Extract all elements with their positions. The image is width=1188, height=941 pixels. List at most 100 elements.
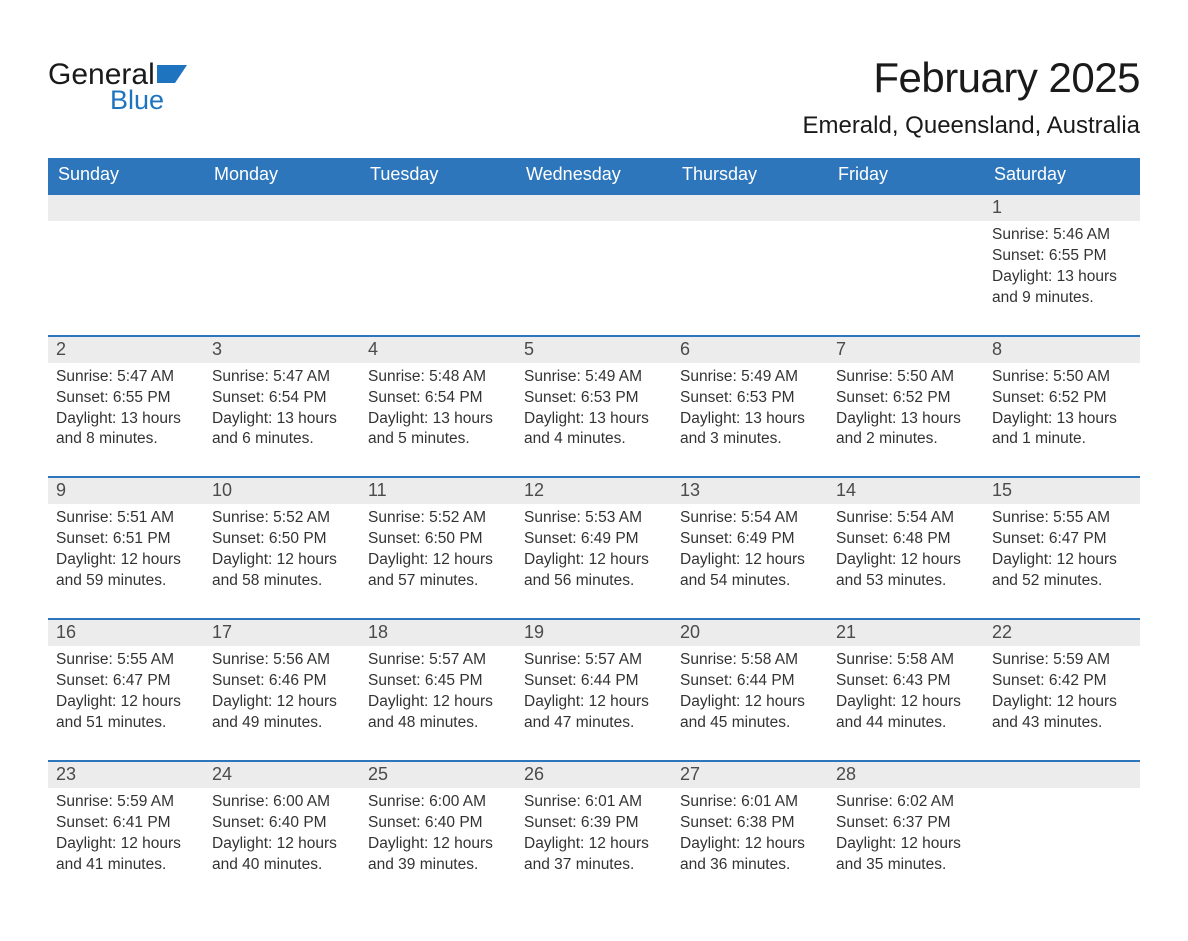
daylight-line: Daylight: 12 hours and 48 minutes. <box>368 692 508 734</box>
day-body: Sunrise: 5:57 AMSunset: 6:45 PMDaylight:… <box>360 646 516 760</box>
sunset-line: Sunset: 6:40 PM <box>212 813 352 834</box>
sunset-line: Sunset: 6:45 PM <box>368 671 508 692</box>
calendar-day-cell: 10 Sunrise: 5:52 AMSunset: 6:50 PMDayligh… <box>204 477 360 619</box>
day-number: 1 <box>984 195 1140 218</box>
sunset-line: Sunset: 6:53 PM <box>680 388 820 409</box>
day-number: 10 <box>204 478 360 501</box>
calendar-day-cell <box>204 194 360 336</box>
sunrise-line: Sunrise: 5:59 AM <box>56 792 196 813</box>
day-body: Sunrise: 5:52 AMSunset: 6:50 PMDaylight:… <box>204 504 360 618</box>
day-body: Sunrise: 5:54 AMSunset: 6:49 PMDaylight:… <box>672 504 828 618</box>
day-number-bar: 13 <box>672 478 828 504</box>
day-number-bar: 19 <box>516 620 672 646</box>
sunset-line: Sunset: 6:52 PM <box>836 388 976 409</box>
daylight-line: Daylight: 13 hours and 8 minutes. <box>56 409 196 451</box>
day-number-bar <box>204 195 360 221</box>
day-number-bar <box>48 195 204 221</box>
daylight-line: Daylight: 12 hours and 54 minutes. <box>680 550 820 592</box>
day-number-bar: 3 <box>204 337 360 363</box>
day-number: 16 <box>48 620 204 643</box>
day-number: 7 <box>828 337 984 360</box>
day-number-bar: 5 <box>516 337 672 363</box>
day-number-bar: 12 <box>516 478 672 504</box>
day-body: Sunrise: 6:01 AMSunset: 6:38 PMDaylight:… <box>672 788 828 902</box>
day-number-bar: 24 <box>204 762 360 788</box>
sunrise-line: Sunrise: 5:57 AM <box>524 650 664 671</box>
day-number-bar: 27 <box>672 762 828 788</box>
day-number: 21 <box>828 620 984 643</box>
sunrise-line: Sunrise: 5:47 AM <box>56 367 196 388</box>
day-of-week-header: SundayMondayTuesdayWednesdayThursdayFrid… <box>48 158 1140 194</box>
day-number-bar: 8 <box>984 337 1140 363</box>
sunrise-line: Sunrise: 5:50 AM <box>836 367 976 388</box>
calendar-day-cell <box>360 194 516 336</box>
sunrise-line: Sunrise: 5:55 AM <box>992 508 1132 529</box>
day-body: Sunrise: 5:52 AMSunset: 6:50 PMDaylight:… <box>360 504 516 618</box>
sunset-line: Sunset: 6:51 PM <box>56 529 196 550</box>
day-number-bar: 4 <box>360 337 516 363</box>
day-body: Sunrise: 6:01 AMSunset: 6:39 PMDaylight:… <box>516 788 672 902</box>
day-number: 22 <box>984 620 1140 643</box>
sunrise-line: Sunrise: 5:49 AM <box>524 367 664 388</box>
month-title: February 2025 <box>802 54 1140 102</box>
calendar-day-cell: 5Sunrise: 5:49 AMSunset: 6:53 PMDaylight… <box>516 336 672 478</box>
day-number: 8 <box>984 337 1140 360</box>
sunset-line: Sunset: 6:47 PM <box>992 529 1132 550</box>
day-number-bar: 11 <box>360 478 516 504</box>
calendar-week-row: 2Sunrise: 5:47 AMSunset: 6:55 PMDaylight… <box>48 336 1140 478</box>
day-number-bar: 2 <box>48 337 204 363</box>
calendar-week-row: 16Sunrise: 5:55 AMSunset: 6:47 PMDayligh… <box>48 619 1140 761</box>
brand-logo: General Blue <box>48 60 187 116</box>
calendar-day-cell: 20Sunrise: 5:58 AMSunset: 6:44 PMDayligh… <box>672 619 828 761</box>
calendar-day-cell: 19Sunrise: 5:57 AMSunset: 6:44 PMDayligh… <box>516 619 672 761</box>
calendar-day-cell: 27 Sunrise: 6:01 AMSunset: 6:38 PMDayligh… <box>672 761 828 902</box>
calendar-day-cell <box>828 194 984 336</box>
calendar-day-cell: 17Sunrise: 5:56 AMSunset: 6:46 PMDayligh… <box>204 619 360 761</box>
daylight-line: Daylight: 12 hours and 43 minutes. <box>992 692 1132 734</box>
daylight-line: Daylight: 13 hours and 5 minutes. <box>368 409 508 451</box>
daylight-line: Daylight: 13 hours and 6 minutes. <box>212 409 352 451</box>
sunset-line: Sunset: 6:53 PM <box>524 388 664 409</box>
calendar-day-cell <box>672 194 828 336</box>
calendar-day-cell: 3Sunrise: 5:47 AMSunset: 6:54 PMDaylight… <box>204 336 360 478</box>
day-number-bar: 25 <box>360 762 516 788</box>
daylight-line: Daylight: 13 hours and 9 minutes. <box>992 267 1132 309</box>
daylight-line: Daylight: 12 hours and 53 minutes. <box>836 550 976 592</box>
day-number: 28 <box>828 762 984 785</box>
calendar-day-cell: 15Sunrise: 5:55 AMSunset: 6:47 PMDayligh… <box>984 477 1140 619</box>
sunset-line: Sunset: 6:38 PM <box>680 813 820 834</box>
day-body: Sunrise: 5:58 AMSunset: 6:44 PMDaylight:… <box>672 646 828 760</box>
sunset-line: Sunset: 6:44 PM <box>680 671 820 692</box>
day-number-bar: 16 <box>48 620 204 646</box>
day-number-bar <box>828 195 984 221</box>
sunset-line: Sunset: 6:54 PM <box>212 388 352 409</box>
day-body: Sunrise: 5:51 AMSunset: 6:51 PMDaylight:… <box>48 504 204 618</box>
calendar-day-cell: 25Sunrise: 6:00 AMSunset: 6:40 PMDayligh… <box>360 761 516 902</box>
day-number: 11 <box>360 478 516 501</box>
calendar-week-row: 23Sunrise: 5:59 AMSunset: 6:41 PMDayligh… <box>48 761 1140 902</box>
calendar-day-cell: 23Sunrise: 5:59 AMSunset: 6:41 PMDayligh… <box>48 761 204 902</box>
sunset-line: Sunset: 6:42 PM <box>992 671 1132 692</box>
sunrise-line: Sunrise: 5:52 AM <box>368 508 508 529</box>
daylight-line: Daylight: 12 hours and 40 minutes. <box>212 834 352 876</box>
day-body: Sunrise: 5:47 AMSunset: 6:54 PMDaylight:… <box>204 363 360 477</box>
day-body: Sunrise: 5:53 AMSunset: 6:49 PMDaylight:… <box>516 504 672 618</box>
calendar-page: General Blue February 2025 Emerald, Quee… <box>0 0 1188 941</box>
calendar-day-cell <box>48 194 204 336</box>
day-number: 17 <box>204 620 360 643</box>
calendar-day-cell: 14Sunrise: 5:54 AMSunset: 6:48 PMDayligh… <box>828 477 984 619</box>
day-number: 27 <box>672 762 828 785</box>
sunrise-line: Sunrise: 5:50 AM <box>992 367 1132 388</box>
day-number: 25 <box>360 762 516 785</box>
day-body <box>360 221 516 325</box>
sunset-line: Sunset: 6:46 PM <box>212 671 352 692</box>
day-of-week-header: Thursday <box>672 158 828 194</box>
day-number-bar: 23 <box>48 762 204 788</box>
day-number: 19 <box>516 620 672 643</box>
calendar-table: SundayMondayTuesdayWednesdayThursdayFrid… <box>48 158 1140 901</box>
sunset-line: Sunset: 6:48 PM <box>836 529 976 550</box>
sunrise-line: Sunrise: 6:00 AM <box>212 792 352 813</box>
day-body: Sunrise: 5:59 AMSunset: 6:41 PMDaylight:… <box>48 788 204 902</box>
sunset-line: Sunset: 6:50 PM <box>368 529 508 550</box>
daylight-line: Daylight: 12 hours and 39 minutes. <box>368 834 508 876</box>
